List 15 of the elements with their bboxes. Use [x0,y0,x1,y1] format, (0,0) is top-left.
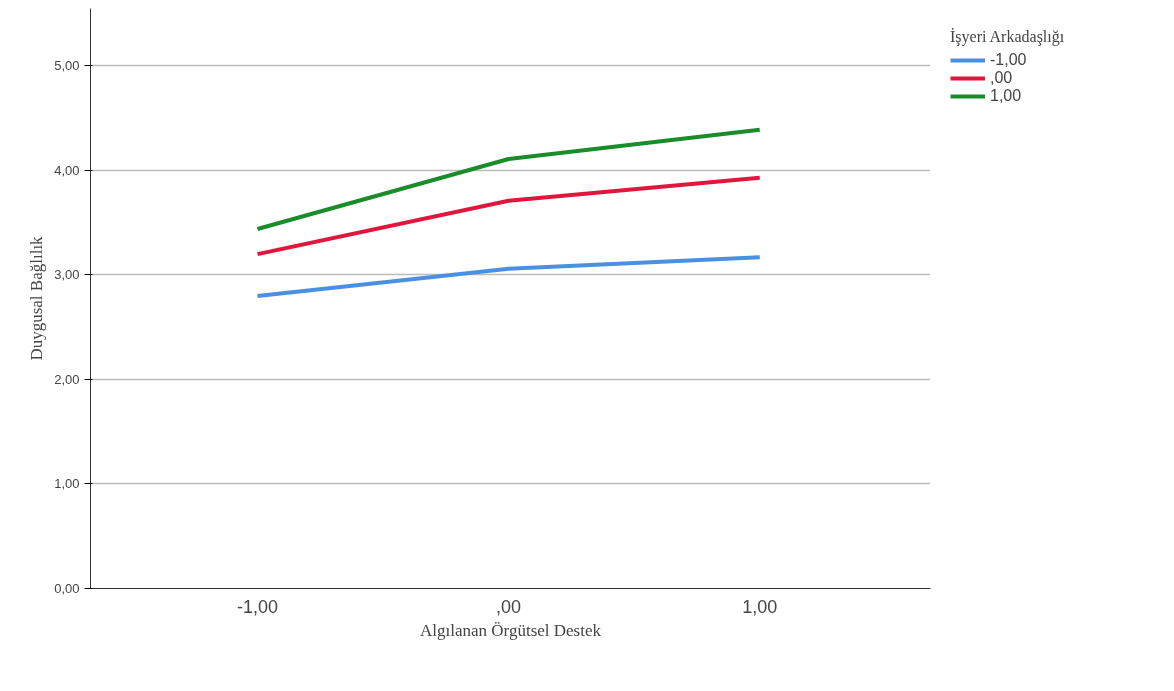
y-tick-label: 4,00 [54,162,80,178]
y-tick-label: 0,00 [54,581,80,596]
y-tick-label: 2,00 [54,371,80,387]
x-tick-label: ,00 [496,596,522,617]
y-tick-label: 1,00 [54,476,80,492]
y-tick-label: 3,00 [54,267,80,283]
x-tick-label: -1,00 [236,596,279,617]
y-axis-title: Duygusal Bağlılık [27,235,47,361]
legend-label: 1,00 [990,87,1022,105]
x-axis-title: Algılanan Örgütsel Destek [420,620,602,640]
x-tick-label: 1,00 [742,596,778,617]
y-tick-label: 5,00 [54,58,80,74]
legend-title: İşyeri Arkadaşlığı [950,28,1065,46]
legend-label: ,00 [990,69,1013,87]
legend-label: -1,00 [990,51,1027,69]
